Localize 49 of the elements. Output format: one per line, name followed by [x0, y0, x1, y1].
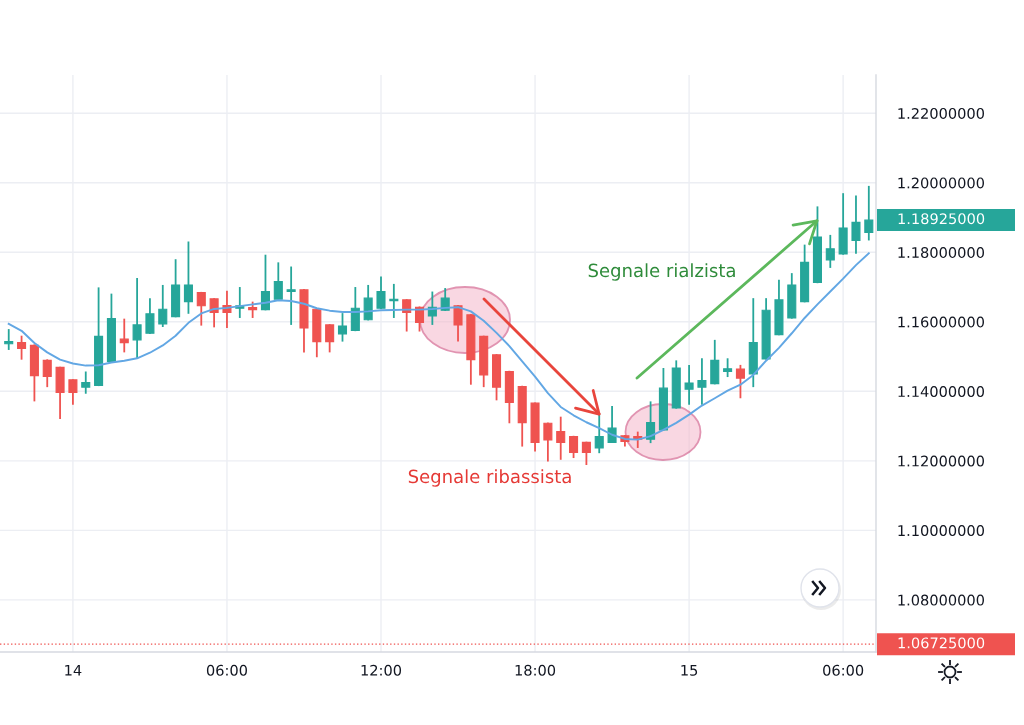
candlestick [735, 363, 745, 400]
candlestick [132, 277, 142, 360]
candlestick [684, 363, 694, 406]
y-tick-label: 1.12000000 [898, 455, 985, 467]
candlestick [864, 184, 874, 242]
candlestick [183, 240, 193, 315]
candlestick [196, 290, 206, 327]
y-tick-label: 1.22000000 [898, 107, 985, 119]
x-tick-label: 06:00 [823, 664, 864, 676]
candlestick [17, 334, 27, 361]
x-tick-label: 15 [681, 664, 698, 676]
candlestick [145, 297, 155, 335]
ref-line-label: 1.06725000 [898, 637, 985, 649]
y-tick-label: 1.14000000 [898, 386, 985, 398]
candlestick [543, 421, 553, 463]
candlestick [594, 412, 604, 455]
candlestick [710, 338, 720, 386]
y-tick-label: 1.10000000 [898, 525, 985, 537]
annotation: Segnale rialzista [588, 263, 735, 281]
candlestick [4, 328, 14, 351]
candlestick [337, 312, 348, 343]
y-tick-label: 1.16000000 [898, 316, 985, 328]
candlestick [325, 323, 335, 354]
x-tick-label: 14 [65, 664, 82, 676]
candlestick [119, 317, 129, 354]
candlestick [851, 194, 861, 255]
candlestick [646, 400, 656, 445]
candlestick [723, 357, 733, 378]
annotation: Segnale ribassista [408, 469, 571, 487]
candlestick [350, 286, 360, 333]
candlestick [158, 284, 168, 328]
x-tick-label: 18:00 [515, 664, 556, 676]
candlestick [81, 370, 91, 395]
candlestick [42, 358, 52, 389]
candlestick [273, 261, 283, 301]
candlestick [556, 415, 566, 461]
candlestick [376, 275, 386, 310]
text: 1.18925000 [898, 213, 985, 225]
line-series [7, 252, 870, 441]
x-tick-label: 06:00 [206, 664, 247, 676]
y-tick-label: 1.20000000 [898, 177, 985, 189]
candlestick [697, 357, 707, 406]
x-tick-label: 12:00 [361, 664, 402, 676]
candlestick [286, 265, 296, 326]
y-tick-label: 1.08000000 [898, 594, 985, 606]
candlestick [68, 378, 78, 406]
candlestick [825, 233, 835, 269]
candlestick [453, 304, 463, 343]
y-tick-label: 1.18000000 [898, 246, 985, 259]
